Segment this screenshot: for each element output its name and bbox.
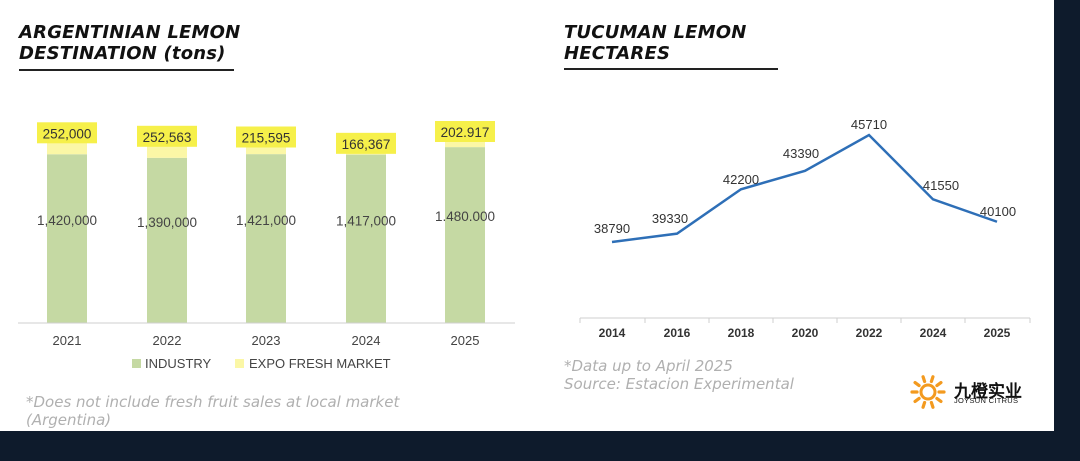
expo-label-highlight-2022 bbox=[137, 125, 197, 147]
line-x-tick-2018: 2018 bbox=[728, 326, 755, 340]
data-note: *Data up to April 2025 bbox=[564, 357, 733, 375]
right-title-line1: TUCUMAN LEMON bbox=[564, 22, 747, 43]
expo-label-highlight-2021 bbox=[37, 122, 97, 144]
left-chart-title: ARGENTINIAN LEMON DESTINATION (tons) bbox=[19, 22, 240, 64]
expo-label-highlight-2023 bbox=[236, 126, 296, 148]
line-label-2018: 42200 bbox=[723, 172, 759, 187]
source-note: Source: Estacion Experimental bbox=[564, 375, 794, 393]
line-x-tick-2014: 2014 bbox=[599, 326, 626, 340]
expo-label-highlight-2025 bbox=[435, 121, 495, 142]
left-title-line1: ARGENTINIAN LEMON bbox=[19, 22, 241, 43]
line-label-2025: 40100 bbox=[980, 204, 1016, 219]
industry-bar-2025 bbox=[445, 147, 485, 323]
right-title-rule bbox=[564, 68, 778, 70]
right-chart-title: TUCUMAN LEMON HECTARES bbox=[564, 22, 747, 64]
chart-card: ARGENTINIAN LEMON DESTINATION (tons) TUC… bbox=[0, 0, 1054, 431]
line-x-tick-2020: 2020 bbox=[792, 326, 819, 340]
line-label-2016: 39330 bbox=[652, 211, 688, 226]
industry-label-2023: 1,421,000 bbox=[236, 213, 296, 228]
expo-label-2022: 252,563 bbox=[143, 130, 192, 145]
line-x-tick-2016: 2016 bbox=[664, 326, 691, 340]
industry-bar-2023 bbox=[246, 154, 286, 323]
expo-label-2023: 215,595 bbox=[242, 131, 291, 146]
industry-bar-2022 bbox=[147, 157, 187, 323]
line-label-2022: 45710 bbox=[851, 117, 887, 132]
x-tick-2021: 2021 bbox=[53, 333, 82, 348]
sun-ray bbox=[935, 396, 943, 404]
industry-bar-2024 bbox=[346, 154, 386, 323]
sun-ray bbox=[913, 380, 921, 388]
sun-ray bbox=[929, 375, 935, 384]
expo-label-2024: 166,367 bbox=[342, 137, 391, 152]
industry-bar-2021 bbox=[47, 154, 87, 323]
x-tick-2022: 2022 bbox=[153, 333, 182, 348]
line-label-2014: 38790 bbox=[594, 221, 630, 236]
bar-chart: 1,420,000 252,000 2021 1,390,000 252,563 2022… bbox=[18, 121, 515, 371]
sun-logo-icon bbox=[910, 375, 946, 409]
expo-label-2021: 252,000 bbox=[43, 126, 92, 141]
industry-label-2025: 1.480.000 bbox=[435, 209, 495, 224]
sun-ray bbox=[929, 400, 935, 409]
legend-swatch-expo bbox=[235, 359, 244, 368]
legend-label-industry: INDUSTRY bbox=[145, 356, 212, 371]
legend-swatch-industry bbox=[132, 359, 141, 368]
line-x-tick-2025: 2025 bbox=[984, 326, 1011, 340]
line-label-2020: 43390 bbox=[783, 146, 819, 161]
left-title-rule bbox=[19, 69, 234, 71]
expo-label-highlight-2024 bbox=[336, 132, 396, 154]
left-footnote: *Does not include fresh fruit sales at l… bbox=[26, 393, 399, 429]
sun-ray bbox=[921, 375, 927, 384]
line-x-tick-2022: 2022 bbox=[856, 326, 883, 340]
left-title-line2: DESTINATION (tons) bbox=[19, 43, 226, 64]
x-tick-2025: 2025 bbox=[451, 333, 480, 348]
sun-ray bbox=[913, 396, 921, 404]
legend-label-expo: EXPO FRESH MARKET bbox=[249, 356, 391, 371]
line-label-2024: 41550 bbox=[923, 178, 959, 193]
expo-label-2025: 202.917 bbox=[441, 125, 490, 140]
logo-name-cn: 九橙实业 bbox=[954, 382, 1022, 402]
right-title-line2: HECTARES bbox=[564, 43, 671, 64]
industry-label-2022: 1,390,000 bbox=[137, 215, 197, 230]
joysun-logo: 九橙实业 JOYSUN CITRUS bbox=[910, 374, 1030, 410]
left-footnote-line2: (Argentina) bbox=[26, 411, 112, 429]
line-chart: 38790 2014 39330 2016 42200 2018 43390 2020 4571… bbox=[579, 117, 1031, 340]
line-x-tick-2024: 2024 bbox=[920, 326, 947, 340]
sun-ray bbox=[935, 380, 943, 388]
logo-name-en: JOYSUN CITRUS bbox=[954, 396, 1019, 405]
left-footnote-line1: *Does not include fresh fruit sales at l… bbox=[26, 393, 400, 411]
industry-label-2021: 1,420,000 bbox=[37, 213, 97, 228]
x-tick-2023: 2023 bbox=[252, 333, 281, 348]
sun-ray bbox=[921, 400, 927, 409]
right-note: *Data up to April 2025 Source: Estacion … bbox=[564, 357, 794, 393]
industry-label-2024: 1,417,000 bbox=[336, 213, 396, 228]
hectares-line bbox=[611, 133, 998, 244]
x-tick-2024: 2024 bbox=[352, 333, 381, 348]
